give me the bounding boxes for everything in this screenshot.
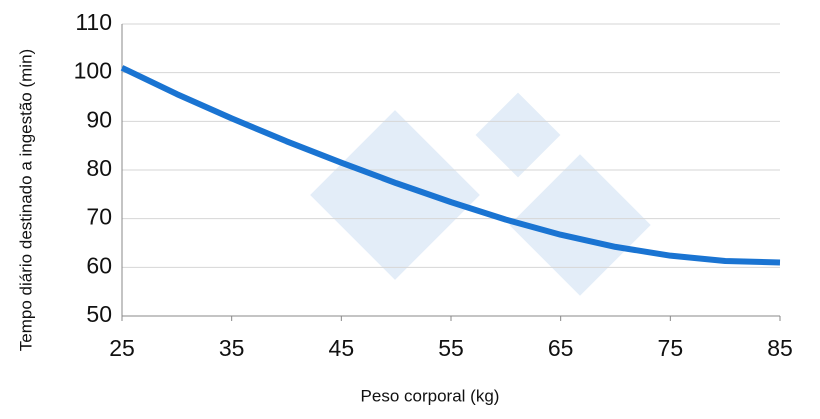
y-tick-label: 100	[74, 58, 112, 84]
x-tick-label: 35	[219, 335, 245, 361]
y-tick-label: 90	[86, 106, 112, 132]
y-axis-title: Tempo diário destinado a ingestão (min)	[16, 49, 35, 351]
x-axis-title: Peso corporal (kg)	[361, 386, 500, 405]
y-tick-label: 110	[75, 9, 112, 35]
y-tick-label: 70	[86, 204, 112, 230]
x-tick-label: 85	[767, 335, 793, 361]
watermark-diamond	[310, 110, 480, 280]
x-tick-label: 45	[329, 335, 355, 361]
y-tick-label: 50	[86, 301, 112, 327]
x-tick-label: 25	[109, 335, 135, 361]
line-series	[120, 65, 781, 266]
y-tick-label: 80	[86, 155, 112, 181]
x-tick-label: 75	[658, 335, 684, 361]
watermark	[310, 92, 651, 296]
y-tick-label: 60	[86, 252, 112, 278]
x-tick-label: 55	[438, 335, 464, 361]
watermark-diamond	[475, 92, 561, 178]
x-tick-label: 65	[548, 335, 574, 361]
